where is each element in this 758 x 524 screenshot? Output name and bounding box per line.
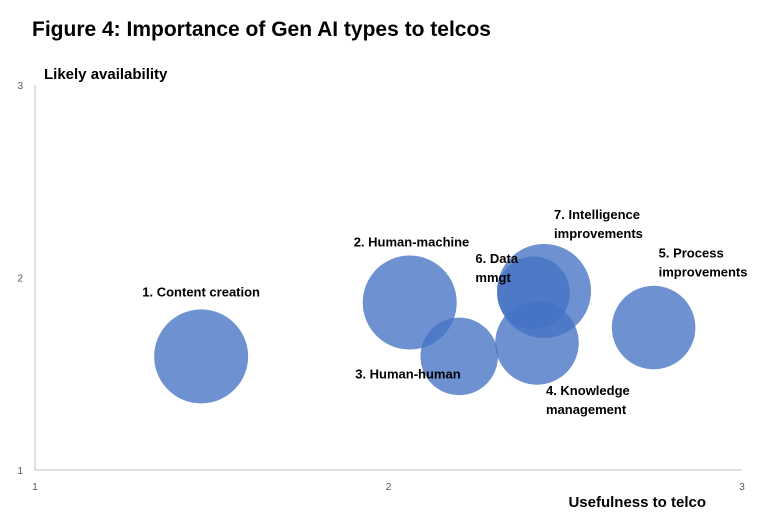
bubble-7	[497, 243, 592, 338]
bubble-label-7: improvements	[554, 226, 643, 241]
x-tick-label: 2	[386, 482, 392, 493]
y-tick-label: 1	[17, 466, 23, 477]
bubble-3	[420, 317, 498, 396]
bubble-label-4: management	[546, 402, 627, 417]
y-tick-label: 3	[17, 81, 23, 92]
bubble-label-6: mmgt	[475, 270, 511, 285]
bubble-labels: 1. Content creation 2. Human-machine 3. Hu…	[142, 207, 747, 417]
bubble-label-5: improvements	[659, 265, 748, 280]
bubble-label-6: 6. Data	[475, 251, 518, 266]
x-axis-title: Usefulness to telco	[568, 494, 706, 511]
bubble-label-2: 2. Human-machine	[354, 235, 470, 250]
bubble-label-7: 7. Intelligence	[554, 207, 640, 222]
bubbles	[154, 243, 696, 404]
bubble-label-4: 4. Knowledge	[546, 383, 630, 398]
bubble-1	[154, 309, 249, 404]
bubble-label-5: 5. Process	[659, 246, 724, 261]
y-tick-label: 2	[17, 274, 23, 285]
bubble-label-3: 3. Human-human	[355, 366, 461, 381]
y-axis-title: Likely availability	[44, 66, 168, 83]
x-tick-label: 3	[739, 482, 745, 493]
axes: 1 2 3 1 2 3	[17, 81, 745, 493]
chart-title: Figure 4: Importance of Gen AI types to …	[32, 18, 491, 41]
bubble-2	[362, 255, 457, 350]
x-tick-label: 1	[32, 482, 38, 493]
bubble-label-1: 1. Content creation	[142, 284, 260, 299]
bubble-5	[611, 285, 696, 370]
